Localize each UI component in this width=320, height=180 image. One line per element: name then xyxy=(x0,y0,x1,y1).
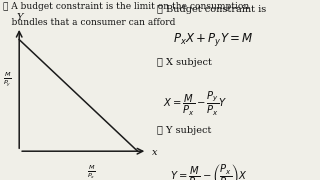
Text: $P_xX + P_yY = M$: $P_xX + P_yY = M$ xyxy=(173,31,253,48)
Text: Y: Y xyxy=(17,14,23,22)
Text: ➤ A budget constraint is the limit on the consumption: ➤ A budget constraint is the limit on th… xyxy=(3,2,250,11)
Text: bundles that a consumer can afford: bundles that a consumer can afford xyxy=(3,18,176,27)
Text: $\frac{M}{P_x}$: $\frac{M}{P_x}$ xyxy=(87,163,95,180)
Text: ✓ Y subject: ✓ Y subject xyxy=(157,126,211,135)
Text: $Y = \dfrac{M}{P_y} - \left(\dfrac{P_x}{P_y}\right)X$: $Y = \dfrac{M}{P_y} - \left(\dfrac{P_x}{… xyxy=(170,162,247,180)
Text: x: x xyxy=(152,148,157,157)
Text: ✓ X subject: ✓ X subject xyxy=(157,58,212,67)
Text: $\frac{M}{P_y}$: $\frac{M}{P_y}$ xyxy=(3,70,11,89)
Text: $X = \dfrac{M}{P_x} - \dfrac{P_y}{P_x}Y$: $X = \dfrac{M}{P_x} - \dfrac{P_y}{P_x}Y$ xyxy=(163,90,227,118)
Text: ✓ Budget constraint is: ✓ Budget constraint is xyxy=(157,5,266,14)
